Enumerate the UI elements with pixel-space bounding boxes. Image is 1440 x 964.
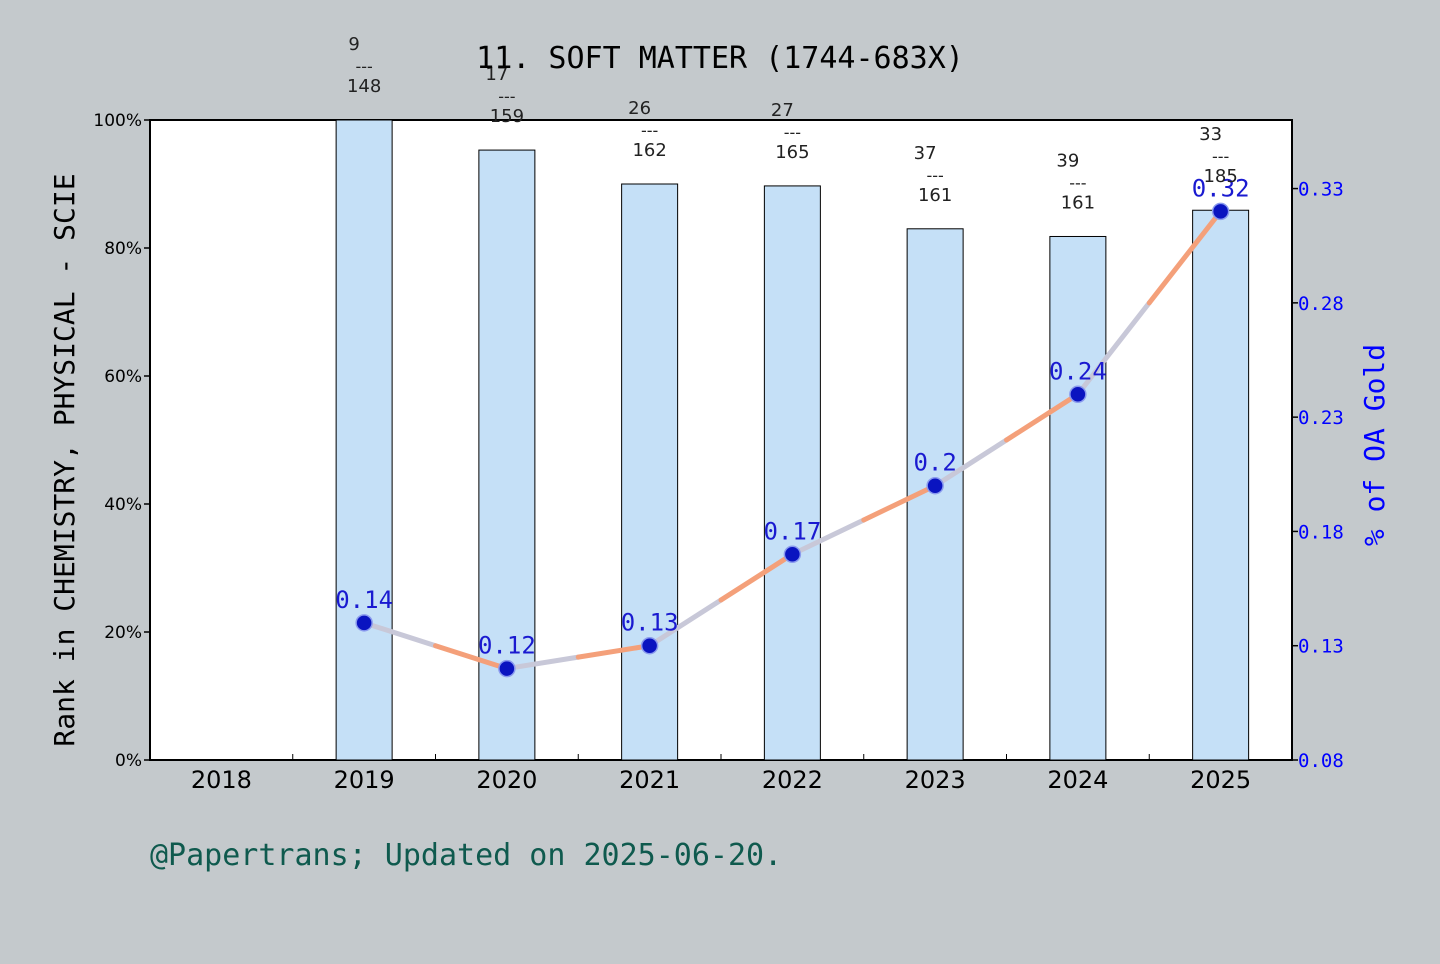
line-point-2024 (1069, 385, 1087, 404)
bar-2024 (1049, 235, 1107, 761)
line-value-label-2024: 0.24 (1049, 357, 1107, 385)
line-segment-a-0 (361, 620, 438, 649)
bar-rank-label-2025: 33 (1199, 124, 1222, 145)
bar-separator-2024: --- (1069, 173, 1086, 192)
x-tick-label-2024: 2024 (1047, 766, 1108, 794)
left-tick-label-4: 80% (104, 239, 142, 259)
chart-title: 11. SOFT MATTER (1744-683X) (476, 41, 964, 76)
bar-rank-label-2019: 9 (348, 34, 359, 55)
line-value-label-2019: 0.14 (335, 586, 393, 614)
bar-separator-2019: --- (355, 57, 372, 76)
bar-separator-2022: --- (784, 123, 801, 142)
line-segment-a-5 (1075, 300, 1152, 397)
plot-area (149, 119, 1293, 761)
bar-2019 (335, 119, 393, 761)
bar-total-label-2020: 159 (490, 106, 524, 127)
bar-2025 (1192, 209, 1250, 761)
bar-total-label-2024: 161 (1061, 192, 1095, 213)
bar-separator-2025: --- (1212, 147, 1229, 166)
line-point-2019 (355, 614, 373, 632)
x-tick-label-2023: 2023 (905, 766, 966, 794)
bar-2020 (478, 149, 536, 761)
right-tick-label-4: 0.28 (1298, 293, 1344, 315)
bar-separator-2020: --- (498, 87, 515, 106)
right-tick-label-1: 0.13 (1298, 636, 1344, 658)
bar-2022 (763, 185, 821, 761)
bar-separator-2021: --- (641, 121, 658, 140)
left-tick-label-3: 60% (104, 367, 142, 387)
bar-total-label-2025: 185 (1203, 166, 1237, 187)
x-tick-label-2022: 2022 (762, 766, 823, 794)
line-segment-b-4 (1004, 391, 1081, 443)
bar-rank-label-2020: 17 (485, 64, 508, 85)
x-tick-label-2018: 2018 (191, 766, 252, 794)
x-tick-label-2021: 2021 (619, 766, 680, 794)
bar-separator-2023: --- (926, 166, 943, 185)
line-segment-a-1 (504, 654, 581, 672)
bar-2021 (621, 183, 679, 761)
line-value-label-2020: 0.12 (478, 632, 536, 660)
line-segment-a-2 (647, 597, 724, 649)
bar-rank-label-2024: 39 (1056, 150, 1079, 171)
footer-text: @Papertrans; Updated on 2025-06-20. (150, 838, 782, 873)
line-point-2025 (1211, 202, 1230, 221)
axes-layer: 0% 20% 40% 60% 80% 100% 0.08 0.13 0.18 0.23 0.28 0.… (93, 111, 1343, 794)
line-value-label-2023: 0.2 (913, 449, 956, 477)
right-tick-label-2: 0.18 (1298, 521, 1344, 543)
bar-total-label-2021: 162 (632, 140, 666, 161)
line-value-label-2021: 0.13 (621, 609, 679, 637)
x-tick-label-2025: 2025 (1190, 766, 1251, 794)
left-tick-label-5: 100% (93, 111, 142, 131)
line-segment-b-1 (575, 643, 653, 660)
line-value-label-2025: 0.32 (1192, 174, 1250, 202)
line-value-label-2022: 0.17 (763, 517, 821, 545)
x-tick-label-2020: 2020 (476, 766, 537, 794)
line-segment-b-0 (433, 643, 510, 672)
line-point-2022 (783, 545, 802, 564)
bar-total-label-2019: 148 (347, 76, 381, 97)
x-tick-label-2019: 2019 (334, 766, 395, 794)
bar-rank-label-2023: 37 (914, 143, 937, 164)
left-tick-label-0: 0% (115, 751, 142, 771)
bar-total-label-2023: 161 (918, 185, 952, 206)
line-layer: 0.14 0.12 0.13 0.17 0.2 0.24 0.32 (335, 174, 1250, 678)
line-point-2023 (926, 476, 944, 495)
line-segment-b-5 (1146, 208, 1224, 306)
line-segment-b-3 (861, 483, 938, 523)
right-tick-label-0: 0.08 (1298, 750, 1344, 772)
line-point-2021 (640, 636, 659, 655)
line-segment-b-2 (718, 551, 795, 603)
line-segment-a-3 (789, 517, 867, 557)
left-tick-label-2: 40% (104, 495, 142, 515)
right-axis-label: % of OA Gold (1358, 344, 1391, 546)
right-tick-label-3: 0.23 (1298, 407, 1344, 429)
left-axis-label: Rank in CHEMISTRY, PHYSICAL - SCIE (48, 173, 81, 746)
line-segment-a-4 (932, 437, 1009, 489)
left-tick-label-1: 20% (104, 623, 142, 643)
bar-rank-label-2022: 27 (771, 100, 794, 121)
right-tick-label-5: 0.33 (1298, 179, 1344, 201)
bar-rank-label-2021: 26 (628, 98, 651, 119)
line-point-2020 (498, 659, 516, 678)
bar-total-label-2022: 165 (775, 142, 809, 163)
